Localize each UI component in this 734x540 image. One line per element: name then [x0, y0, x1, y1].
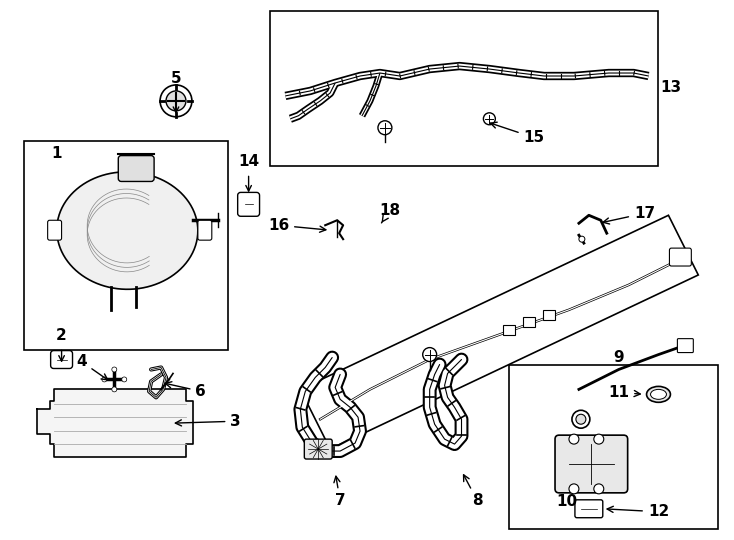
- Polygon shape: [57, 172, 198, 289]
- Text: 17: 17: [603, 206, 655, 224]
- Circle shape: [569, 434, 579, 444]
- FancyBboxPatch shape: [238, 192, 260, 217]
- Text: 16: 16: [268, 218, 326, 233]
- FancyBboxPatch shape: [198, 220, 212, 240]
- Circle shape: [579, 236, 585, 242]
- FancyBboxPatch shape: [575, 500, 603, 518]
- FancyBboxPatch shape: [118, 156, 154, 181]
- Circle shape: [484, 113, 495, 125]
- Text: 2: 2: [57, 328, 67, 343]
- Circle shape: [102, 377, 107, 382]
- Bar: [271, 11, 658, 166]
- FancyBboxPatch shape: [669, 248, 691, 266]
- FancyBboxPatch shape: [305, 439, 333, 459]
- Ellipse shape: [647, 387, 670, 402]
- Circle shape: [569, 484, 579, 494]
- FancyBboxPatch shape: [51, 350, 73, 368]
- Circle shape: [576, 414, 586, 424]
- Circle shape: [572, 410, 590, 428]
- Text: 9: 9: [614, 350, 624, 365]
- Circle shape: [594, 484, 604, 494]
- Circle shape: [160, 85, 192, 117]
- Circle shape: [378, 121, 392, 134]
- FancyBboxPatch shape: [555, 435, 628, 493]
- Text: 11: 11: [608, 385, 640, 400]
- Text: 18: 18: [379, 203, 401, 223]
- Text: 4: 4: [76, 354, 108, 380]
- Polygon shape: [37, 389, 193, 457]
- Text: 10: 10: [556, 494, 578, 509]
- Circle shape: [122, 377, 127, 382]
- FancyBboxPatch shape: [48, 220, 62, 240]
- Bar: [543, 310, 555, 320]
- Text: 15: 15: [490, 122, 545, 145]
- Circle shape: [112, 367, 117, 372]
- Circle shape: [594, 434, 604, 444]
- FancyBboxPatch shape: [677, 339, 694, 353]
- Text: 12: 12: [607, 504, 669, 519]
- Text: 3: 3: [175, 414, 241, 429]
- Circle shape: [423, 348, 437, 361]
- Text: 13: 13: [660, 80, 681, 96]
- Text: 1: 1: [51, 146, 62, 161]
- Bar: [509, 364, 718, 529]
- Text: 7: 7: [334, 476, 346, 508]
- Bar: [523, 317, 535, 327]
- Text: 14: 14: [238, 154, 259, 169]
- Text: 8: 8: [464, 475, 483, 508]
- Ellipse shape: [650, 389, 666, 400]
- Circle shape: [112, 387, 117, 392]
- Text: 6: 6: [165, 382, 206, 399]
- Bar: [504, 325, 515, 335]
- Circle shape: [166, 91, 186, 111]
- Polygon shape: [300, 215, 698, 449]
- Text: 5: 5: [171, 71, 181, 86]
- Bar: [23, 140, 228, 349]
